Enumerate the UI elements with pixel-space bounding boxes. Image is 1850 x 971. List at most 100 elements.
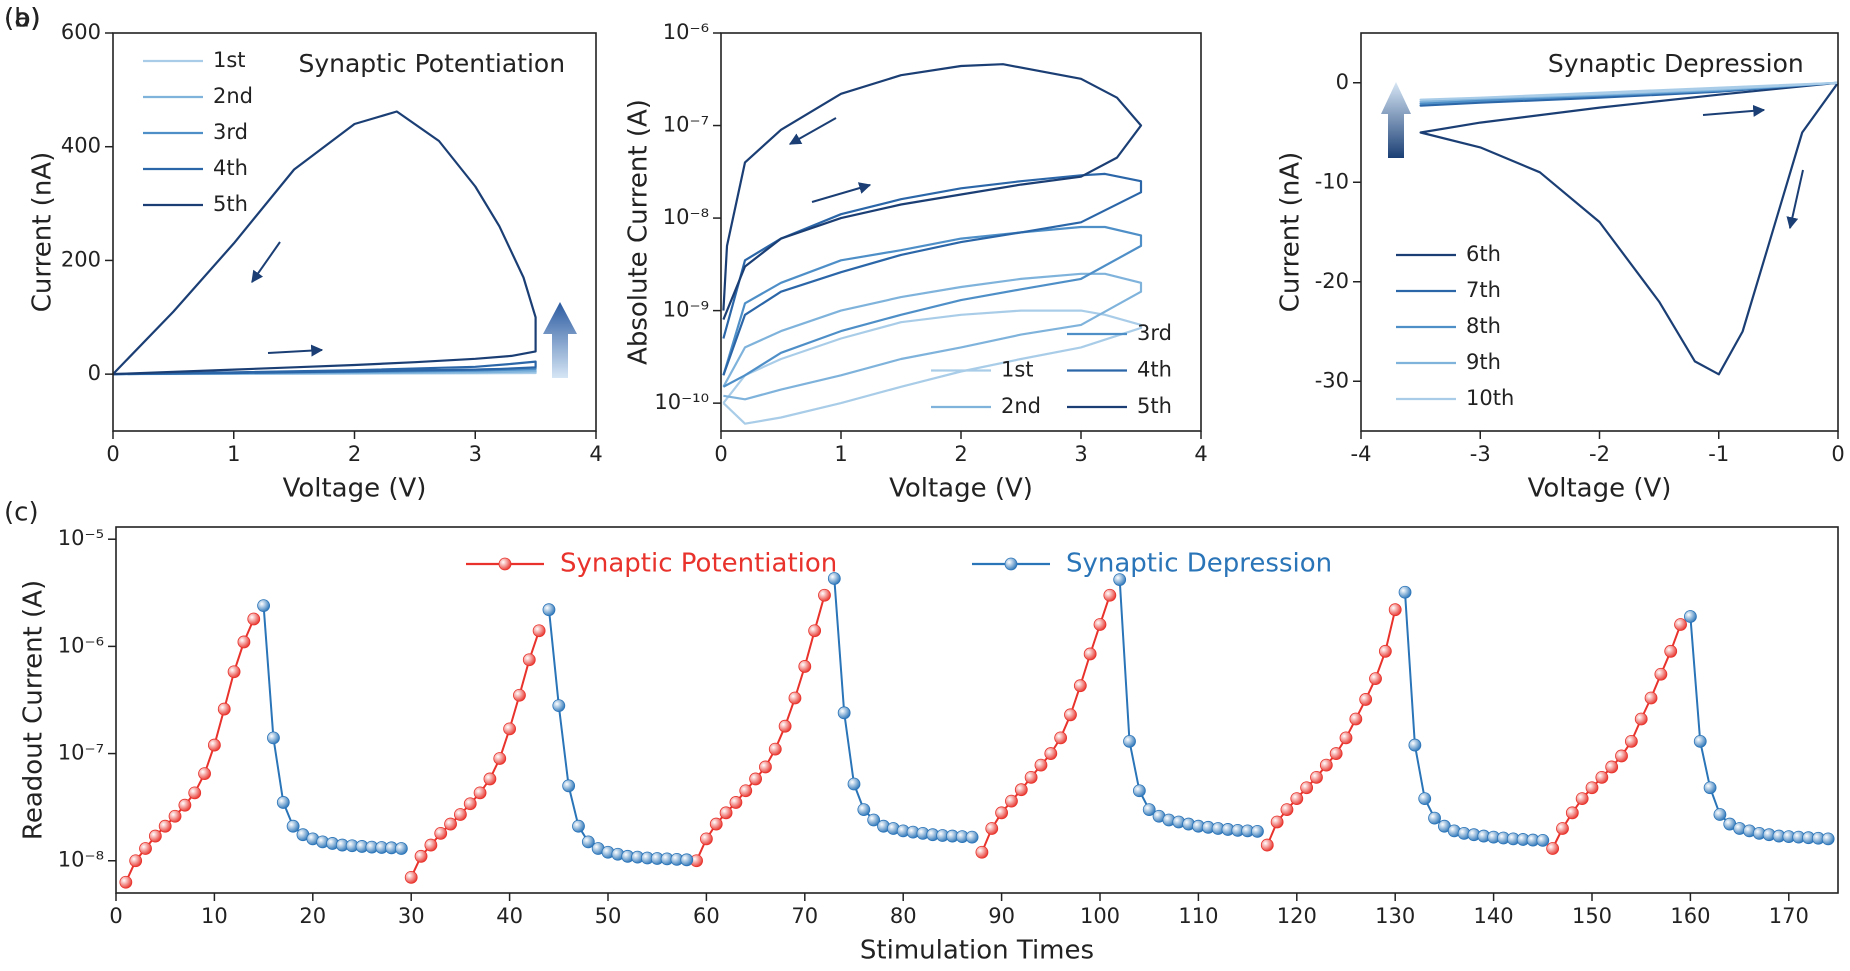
data-point xyxy=(1251,824,1264,838)
y-tick-label: -30 xyxy=(1315,368,1349,392)
y-tick-label: 200 xyxy=(61,247,101,271)
data-point xyxy=(1556,822,1569,835)
x-axis-label: Voltage (V) xyxy=(283,474,427,504)
x-tick-label: 150 xyxy=(1572,904,1612,928)
x-tick-label: 80 xyxy=(890,904,917,928)
chart-title: Synaptic Depression xyxy=(1548,49,1804,78)
legend-label: 6th xyxy=(1466,242,1501,266)
data-point xyxy=(759,760,772,774)
data-point xyxy=(1624,734,1638,748)
data-point xyxy=(1142,803,1156,817)
data-point xyxy=(1054,731,1068,745)
data-point xyxy=(719,806,733,820)
x-axis-label: Voltage (V) xyxy=(1528,474,1672,504)
data-point xyxy=(1034,758,1048,772)
y-tick-label: 10⁻⁸ xyxy=(663,205,709,229)
data-point xyxy=(207,738,221,752)
x-tick-label: -1 xyxy=(1708,442,1729,466)
data-point xyxy=(483,772,497,786)
x-tick-label: 0 xyxy=(109,904,122,928)
data-point xyxy=(1073,679,1087,693)
arrow xyxy=(267,344,324,357)
data-point xyxy=(1684,610,1697,623)
series-line xyxy=(1419,81,1839,376)
data-point xyxy=(1398,585,1412,599)
data-point xyxy=(581,835,595,849)
data-point xyxy=(1575,792,1589,805)
y-tick-label: 600 xyxy=(61,20,101,44)
plot-frame xyxy=(112,32,597,432)
x-tick-label: 0 xyxy=(1831,442,1844,466)
data-point xyxy=(503,722,517,736)
data-point xyxy=(148,829,162,843)
y-axis-label: Absolute Current (A) xyxy=(624,99,654,365)
series-line xyxy=(1419,81,1839,101)
x-tick-label: 120 xyxy=(1277,904,1317,928)
data-point xyxy=(158,819,172,833)
data-point xyxy=(867,813,881,827)
legend-label: 4th xyxy=(213,156,248,180)
legend-label: 9th xyxy=(1466,350,1501,374)
x-tick-label: 110 xyxy=(1178,904,1218,928)
x-tick-label: -2 xyxy=(1589,442,1610,466)
data-point xyxy=(1418,792,1432,805)
data-point xyxy=(139,842,152,855)
data-point xyxy=(808,624,822,638)
y-tick-label: 10⁻⁷ xyxy=(663,113,709,137)
arrow xyxy=(1702,104,1766,117)
data-point xyxy=(394,842,408,855)
data-point xyxy=(1585,781,1599,795)
data-point xyxy=(739,784,753,798)
plot: 0 1 2 3 4 10⁻¹⁰ 10⁻⁹ 10⁻⁸ 10⁻⁷ 10⁻⁶ Voltage (V) Abs… xyxy=(624,20,1208,504)
series-line xyxy=(262,578,1829,861)
plot-frame xyxy=(1360,32,1839,432)
data-point xyxy=(522,653,536,667)
data-point xyxy=(227,665,241,679)
series-line xyxy=(722,172,1143,376)
data-point xyxy=(1388,603,1402,617)
panel-label: (c) xyxy=(4,498,39,528)
data-point xyxy=(778,719,792,733)
series-line xyxy=(722,225,1143,388)
data-point xyxy=(1300,781,1314,795)
data-point xyxy=(1644,691,1658,705)
data-point xyxy=(1260,838,1274,852)
x-tick-label: 0 xyxy=(106,442,119,466)
data-point xyxy=(1103,588,1117,602)
x-tick-label: 90 xyxy=(988,904,1015,928)
chart-title: Synaptic Potentiation xyxy=(298,49,565,78)
x-tick-label: -3 xyxy=(1470,442,1491,466)
legend-marker xyxy=(1004,557,1018,571)
x-tick-label: 2 xyxy=(954,442,967,466)
data-point xyxy=(1565,806,1579,820)
data-point xyxy=(463,797,477,811)
y-tick-label: -20 xyxy=(1315,269,1349,293)
x-tick-label: 3 xyxy=(1074,442,1087,466)
gradient-arrow xyxy=(1381,82,1411,158)
data-point xyxy=(1093,618,1107,631)
x-tick-label: 1 xyxy=(227,442,240,466)
data-point xyxy=(198,767,211,781)
y-tick-label: 0 xyxy=(1336,70,1349,94)
x-tick-label: 170 xyxy=(1769,904,1809,928)
plot-frame xyxy=(720,32,1202,432)
data-point xyxy=(188,786,202,800)
y-tick-label: 10⁻⁶ xyxy=(663,20,709,44)
x-tick-label: 50 xyxy=(595,904,622,928)
legend-label: 10th xyxy=(1466,386,1514,410)
data-point xyxy=(1546,842,1560,855)
y-tick-label: 10⁻⁷ xyxy=(58,741,104,765)
x-tick-label: 160 xyxy=(1670,904,1710,928)
data-point xyxy=(453,808,467,821)
data-point xyxy=(1329,747,1343,760)
data-point xyxy=(818,588,831,602)
data-point xyxy=(1703,781,1717,795)
data-point xyxy=(217,702,231,716)
data-point xyxy=(1428,811,1441,825)
data-point xyxy=(1615,749,1628,763)
series-line xyxy=(722,63,1143,321)
data-point xyxy=(1290,792,1304,805)
data-point xyxy=(513,688,526,702)
data-point xyxy=(1664,644,1678,658)
x-tick-label: 140 xyxy=(1474,904,1514,928)
